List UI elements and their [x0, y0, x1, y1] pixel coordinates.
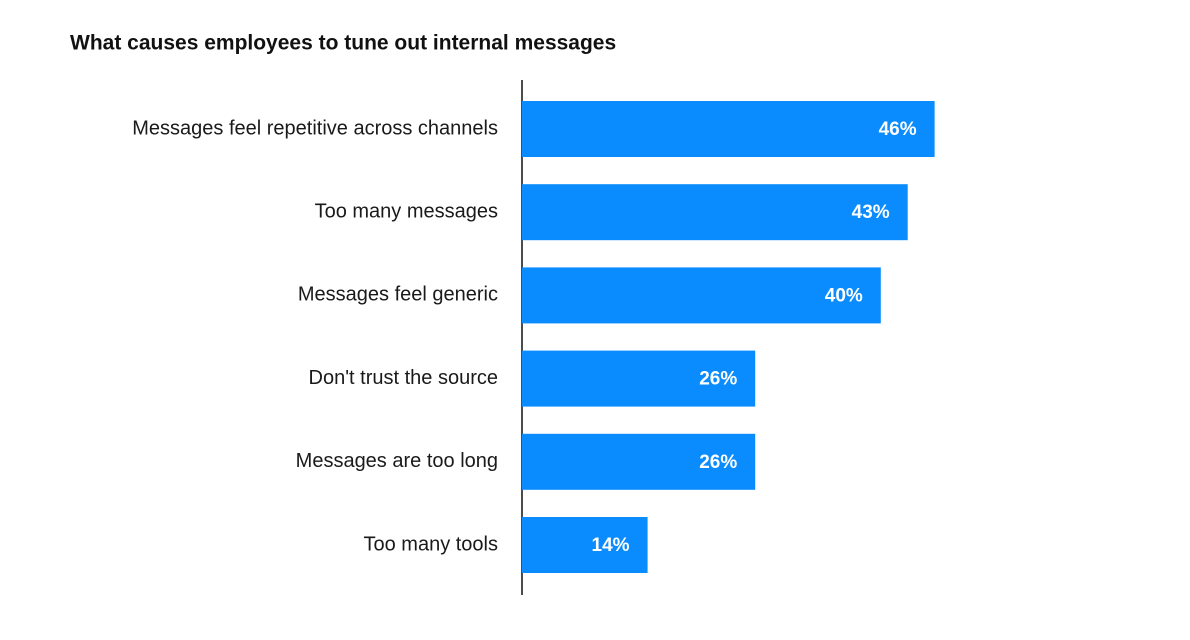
value-label: 26%	[699, 369, 737, 390]
chart-title: What causes employees to tune out intern…	[70, 32, 616, 55]
category-label: Messages feel repetitive across channels	[132, 117, 498, 139]
category-label: Messages feel generic	[298, 284, 498, 306]
value-label: 46%	[879, 119, 917, 140]
bar	[522, 101, 935, 157]
value-label: 26%	[699, 452, 737, 473]
category-label: Too many tools	[363, 533, 498, 555]
bar	[522, 267, 881, 324]
category-label: Too many messages	[315, 200, 498, 222]
bar	[522, 433, 756, 490]
category-label: Don't trust the source	[309, 367, 498, 389]
bar	[522, 184, 908, 241]
value-label: 14%	[592, 535, 630, 556]
bar	[522, 517, 648, 573]
value-label: 40%	[825, 285, 863, 306]
category-label: Messages are too long	[296, 450, 498, 472]
value-label: 43%	[852, 202, 890, 223]
bar	[522, 350, 756, 407]
